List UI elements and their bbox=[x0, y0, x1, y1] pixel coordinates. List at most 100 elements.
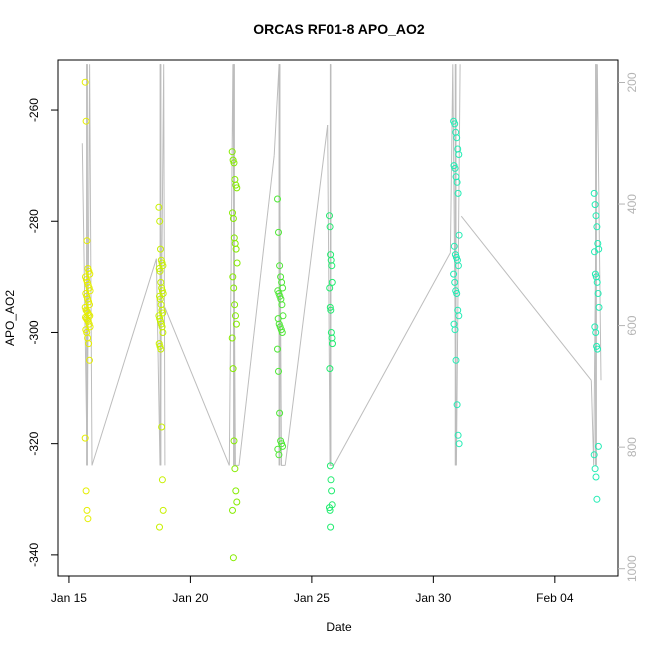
data-point bbox=[592, 212, 600, 220]
x-tick-label: Jan 25 bbox=[294, 591, 330, 605]
data-point bbox=[455, 312, 463, 320]
data-point bbox=[454, 262, 462, 270]
y2-tick-label: 800 bbox=[625, 437, 639, 457]
data-point bbox=[155, 203, 163, 211]
point-layer bbox=[81, 78, 603, 562]
data-point bbox=[232, 245, 240, 253]
data-point bbox=[591, 201, 599, 209]
altitude-line-10 bbox=[449, 64, 461, 466]
data-point bbox=[328, 262, 336, 270]
data-point bbox=[230, 437, 238, 445]
data-point bbox=[230, 159, 238, 167]
data-point bbox=[82, 487, 90, 495]
data-point bbox=[156, 267, 164, 275]
data-point bbox=[594, 442, 602, 450]
data-point bbox=[231, 176, 239, 183]
data-point bbox=[327, 523, 335, 531]
data-point bbox=[326, 365, 334, 373]
x-axis: Jan 15 Jan 20 Jan 25 Jan 30 Feb 04 bbox=[51, 575, 574, 605]
data-point bbox=[455, 231, 463, 239]
data-point bbox=[82, 117, 90, 125]
data-point bbox=[454, 431, 462, 439]
data-point bbox=[591, 270, 599, 278]
data-point bbox=[591, 465, 599, 473]
data-point bbox=[326, 506, 334, 514]
data-point bbox=[275, 367, 282, 375]
data-point bbox=[232, 320, 240, 328]
y-axis: -260 -280 -300 -320 -340 bbox=[27, 98, 58, 567]
data-point bbox=[453, 178, 461, 186]
data-point bbox=[229, 273, 237, 281]
data-point bbox=[85, 340, 93, 348]
data-point bbox=[233, 498, 241, 506]
data-point bbox=[592, 473, 600, 481]
data-point bbox=[276, 409, 284, 417]
data-point bbox=[229, 506, 236, 514]
altitude-line-7 bbox=[284, 124, 329, 466]
data-point bbox=[455, 151, 463, 158]
data-point bbox=[229, 554, 237, 562]
data-point bbox=[327, 306, 335, 314]
altitude-line-9 bbox=[333, 252, 451, 466]
data-point bbox=[233, 184, 241, 192]
y-axis-label: APO_AO2 bbox=[3, 290, 17, 346]
chart-title: ORCAS RF01-8 APO_AO2 bbox=[253, 21, 425, 37]
data-point bbox=[275, 228, 282, 236]
y-tick-label: -280 bbox=[27, 209, 41, 233]
data-point bbox=[232, 312, 239, 320]
data-point bbox=[229, 215, 237, 222]
data-point bbox=[275, 451, 283, 459]
data-point bbox=[157, 345, 165, 353]
y2-tick-label: 200 bbox=[625, 72, 639, 92]
data-point bbox=[159, 329, 167, 336]
y-tick-label: -260 bbox=[27, 98, 41, 122]
data-point bbox=[159, 506, 167, 514]
data-point bbox=[228, 148, 236, 156]
data-point bbox=[84, 515, 92, 523]
data-point bbox=[328, 278, 336, 286]
data-point bbox=[591, 248, 598, 256]
data-point bbox=[326, 504, 333, 512]
data-point bbox=[593, 278, 601, 286]
data-point bbox=[157, 320, 165, 328]
altitude-line-layer bbox=[81, 64, 602, 466]
x-tick-label: Jan 20 bbox=[172, 591, 208, 605]
data-point bbox=[231, 240, 239, 247]
data-point bbox=[155, 265, 163, 272]
data-point bbox=[83, 316, 91, 324]
data-point bbox=[451, 120, 459, 128]
data-point bbox=[328, 487, 336, 495]
data-point bbox=[276, 262, 284, 270]
data-point bbox=[158, 306, 166, 314]
data-point bbox=[450, 270, 458, 278]
data-point bbox=[81, 78, 89, 86]
data-point bbox=[593, 223, 601, 231]
data-point bbox=[593, 495, 601, 503]
data-point bbox=[594, 345, 601, 353]
altitude-line-3 bbox=[164, 307, 230, 466]
data-point bbox=[326, 223, 334, 231]
data-point bbox=[86, 356, 93, 364]
data-point bbox=[454, 189, 462, 197]
x-tick-label: Feb 04 bbox=[536, 591, 574, 605]
data-point bbox=[81, 434, 89, 442]
data-point bbox=[274, 195, 281, 203]
data-point bbox=[231, 465, 239, 473]
y2-tick-label: 600 bbox=[625, 315, 639, 335]
data-point bbox=[326, 462, 334, 470]
data-point bbox=[85, 267, 93, 275]
data-point bbox=[278, 329, 286, 336]
secondary-y-axis: 200 400 600 800 1000 bbox=[618, 72, 639, 582]
x-tick-label: Jan 15 bbox=[51, 591, 87, 605]
data-point bbox=[231, 301, 239, 309]
data-point bbox=[228, 334, 236, 342]
altitude-line-11 bbox=[460, 215, 592, 381]
y2-tick-label: 1000 bbox=[625, 555, 639, 582]
data-point bbox=[156, 292, 163, 300]
data-point bbox=[590, 189, 598, 197]
data-point bbox=[229, 365, 237, 373]
data-point bbox=[326, 284, 334, 292]
data-point bbox=[233, 259, 241, 267]
data-point bbox=[278, 301, 286, 309]
